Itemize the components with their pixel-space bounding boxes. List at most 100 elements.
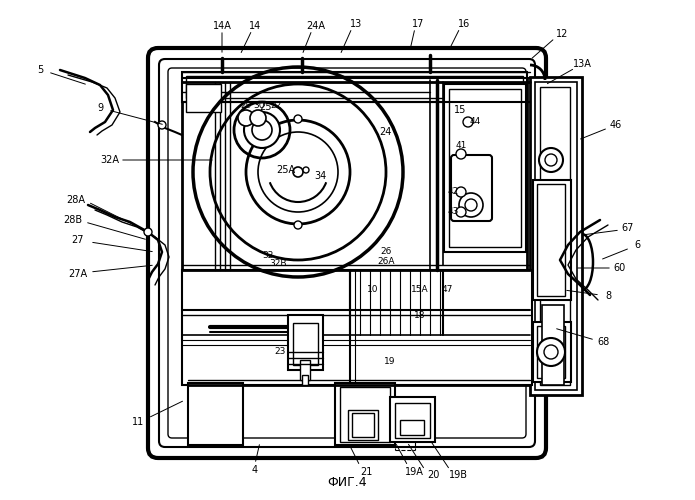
- Text: 26: 26: [380, 248, 392, 256]
- Text: 21: 21: [360, 467, 373, 477]
- Text: 5: 5: [37, 65, 43, 75]
- Text: 30: 30: [253, 102, 265, 110]
- Bar: [182, 270, 532, 385]
- Text: 32B: 32B: [269, 260, 287, 268]
- Bar: [537, 326, 565, 378]
- FancyBboxPatch shape: [168, 68, 526, 438]
- Text: 19: 19: [384, 358, 395, 366]
- Bar: [542, 305, 564, 345]
- Text: 8: 8: [605, 291, 611, 301]
- Circle shape: [456, 149, 466, 159]
- Bar: [182, 78, 527, 270]
- Text: 67: 67: [622, 223, 634, 233]
- Text: ФИГ.4: ФИГ.4: [327, 476, 367, 488]
- Text: 68: 68: [597, 337, 609, 347]
- Circle shape: [537, 338, 565, 366]
- Bar: [335, 383, 395, 445]
- Text: 18: 18: [414, 310, 426, 320]
- Circle shape: [238, 110, 254, 126]
- Text: 29: 29: [240, 102, 252, 110]
- Bar: [400, 420, 424, 435]
- Text: 19A: 19A: [404, 467, 423, 477]
- Circle shape: [544, 345, 558, 359]
- Circle shape: [539, 338, 563, 362]
- Bar: [188, 383, 243, 445]
- Bar: [533, 322, 571, 382]
- FancyBboxPatch shape: [451, 155, 492, 221]
- Text: 34: 34: [314, 171, 326, 181]
- Circle shape: [459, 193, 483, 217]
- Text: 28A: 28A: [67, 195, 85, 205]
- Text: 32A: 32A: [101, 155, 120, 165]
- Circle shape: [294, 221, 302, 229]
- Bar: [340, 387, 390, 442]
- Text: 19B: 19B: [448, 470, 468, 480]
- Text: 25A: 25A: [277, 165, 295, 175]
- Bar: [537, 184, 565, 296]
- Circle shape: [456, 207, 466, 217]
- Circle shape: [293, 167, 303, 177]
- Text: 14: 14: [249, 21, 261, 31]
- Bar: [293, 323, 318, 365]
- FancyBboxPatch shape: [148, 48, 546, 458]
- Bar: [449, 89, 521, 247]
- Text: 47: 47: [441, 286, 452, 294]
- Circle shape: [545, 344, 557, 356]
- Text: 4: 4: [252, 465, 258, 475]
- Bar: [530, 77, 582, 395]
- Circle shape: [246, 120, 350, 224]
- Text: 46: 46: [610, 120, 622, 130]
- Text: 20: 20: [427, 470, 439, 480]
- Text: 25: 25: [259, 102, 271, 112]
- Text: 12: 12: [556, 29, 569, 39]
- Bar: [395, 403, 430, 438]
- Text: 13: 13: [350, 19, 362, 29]
- Text: 9: 9: [97, 103, 103, 113]
- Text: 15: 15: [454, 105, 466, 115]
- Circle shape: [250, 110, 266, 126]
- Bar: [390, 397, 435, 442]
- Text: 14A: 14A: [213, 21, 231, 31]
- Bar: [533, 180, 571, 300]
- Text: 42: 42: [448, 188, 459, 196]
- Bar: [348, 410, 378, 440]
- Text: 44: 44: [469, 118, 481, 126]
- Text: 6: 6: [634, 240, 640, 250]
- Circle shape: [303, 167, 309, 173]
- Bar: [444, 84, 526, 252]
- Text: 27A: 27A: [68, 269, 88, 279]
- Text: 17: 17: [412, 19, 424, 29]
- Bar: [352, 413, 374, 437]
- Bar: [182, 72, 527, 102]
- Circle shape: [294, 115, 302, 123]
- Circle shape: [144, 228, 152, 236]
- Circle shape: [539, 148, 563, 172]
- Bar: [542, 355, 564, 385]
- Text: 28B: 28B: [63, 215, 83, 225]
- Circle shape: [158, 121, 166, 129]
- Circle shape: [546, 250, 556, 260]
- Bar: [540, 87, 570, 385]
- Bar: [288, 315, 323, 370]
- Text: 26A: 26A: [377, 258, 395, 266]
- Text: 24A: 24A: [306, 21, 325, 31]
- Circle shape: [465, 199, 477, 211]
- Bar: [300, 360, 310, 380]
- Circle shape: [456, 187, 466, 197]
- Circle shape: [463, 117, 473, 127]
- Bar: [302, 375, 308, 385]
- Text: 43: 43: [448, 208, 459, 216]
- Text: 24: 24: [379, 127, 391, 137]
- Text: 16: 16: [458, 19, 470, 29]
- Text: 41: 41: [455, 140, 466, 149]
- Text: 23: 23: [275, 348, 286, 356]
- Text: 22: 22: [270, 102, 281, 110]
- Bar: [186, 84, 221, 112]
- Bar: [535, 82, 577, 390]
- Text: 11: 11: [132, 417, 144, 427]
- Text: 60: 60: [614, 263, 626, 273]
- Text: 32: 32: [262, 250, 274, 260]
- Text: 10: 10: [367, 286, 379, 294]
- Text: 13A: 13A: [573, 59, 591, 69]
- Circle shape: [545, 154, 557, 166]
